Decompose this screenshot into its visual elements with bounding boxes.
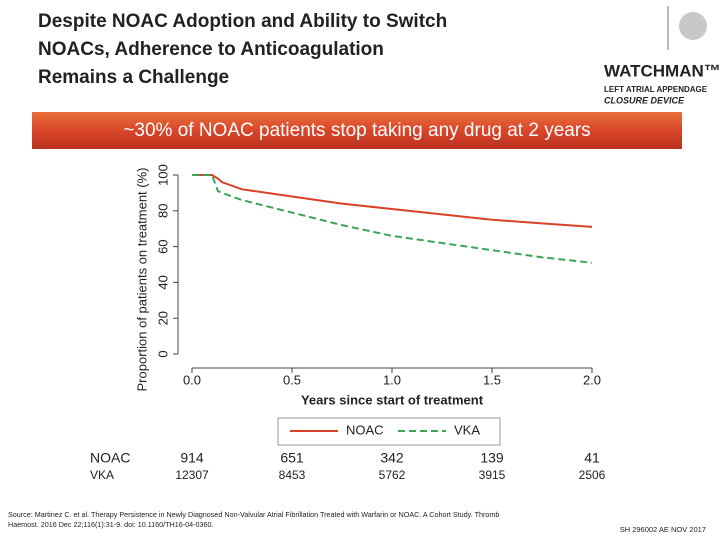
risk-label: VKA [90,468,114,482]
title-line: Remains a Challenge [38,67,229,88]
title-line: NOACs, Adherence to Anticoagulation [38,39,384,60]
line-series [192,174,593,264]
logo-line: CLOSURE DEVICE [604,95,685,105]
x-tick-label: 0.5 [283,372,301,387]
risk-value: 3915 [479,468,506,482]
x-tick-label: 0.0 [183,372,201,387]
risk-value: 139 [480,450,504,466]
legend-label: VKA [454,422,480,437]
risk-value: 914 [180,450,204,466]
risk-label: NOAC [90,450,130,466]
logo-line: LEFT ATRIAL APPENDAGE [604,85,708,94]
risk-value: 651 [280,450,304,466]
risk-value: 5762 [379,468,406,482]
banner [32,112,682,149]
legend-label: NOAC [346,422,384,437]
risk-value: 12307 [175,468,209,482]
risk-value: 2506 [579,468,606,482]
y-tick-label: 100 [155,164,170,186]
logo-icon [679,12,707,40]
x-tick-label: 1.0 [383,372,401,387]
y-axis-label: Proportion of patients on treatment (%) [134,167,149,391]
risk-value: 41 [584,450,600,466]
footer-code: SH 296002 AE NOV 2017 [620,525,706,534]
line-series [192,174,593,228]
risk-value: 342 [380,450,404,466]
title-line: Despite NOAC Adoption and Ability to Swi… [38,11,447,32]
source: Source: Martinez C. et al. Therapy Persi… [8,510,499,529]
x-axis-label: Years since start of treatment [301,392,484,407]
x-tick-label: 1.5 [483,372,501,387]
y-tick-label: 80 [155,204,170,218]
y-tick-label: 20 [155,311,170,325]
source-text: Source: Martinez C. et al. Therapy Persi… [8,510,499,519]
y-tick-label: 60 [155,239,170,253]
y-tick-label: 40 [155,275,170,289]
y-tick-label: 0 [155,350,170,357]
x-tick-label: 2.0 [583,372,601,387]
risk-value: 8453 [279,468,306,482]
banner-text: ~30% of NOAC patients stop taking any dr… [123,120,590,141]
logo-brand: WATCHMAN™ [604,61,720,80]
